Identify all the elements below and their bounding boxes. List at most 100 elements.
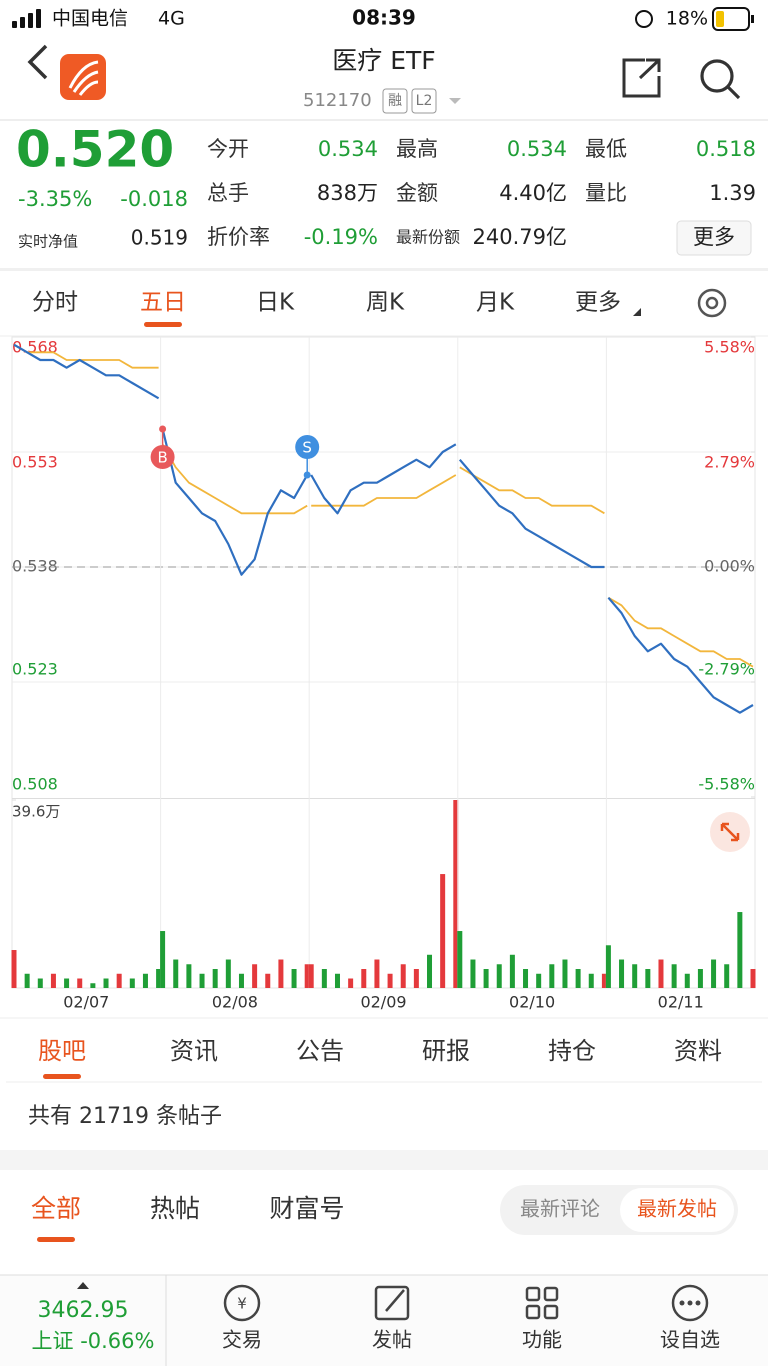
logo-mark — [68, 60, 99, 96]
field-label: 量比 — [585, 181, 627, 205]
price-line — [310, 443, 457, 515]
volume-bar — [588, 973, 594, 988]
volume-bar — [658, 959, 664, 988]
feed-tab[interactable]: 研报 — [422, 1037, 470, 1065]
feed-tab[interactable]: 公告 — [296, 1037, 344, 1065]
post-count: 共有 21719 条帖子 — [28, 1104, 222, 1129]
volume-bar — [321, 969, 327, 988]
bottom-item[interactable]: 发帖 — [372, 1328, 412, 1352]
volume-tick-label: 39.6万 — [12, 803, 60, 821]
badge — [382, 88, 408, 114]
x-tick-label: 02/07 — [63, 993, 109, 1012]
change: -0.018 — [120, 187, 188, 211]
annotation-dot — [159, 425, 167, 433]
signal-icon — [12, 9, 41, 28]
volume-bar — [142, 973, 148, 988]
bottom-icons — [223, 1284, 709, 1322]
volume-bar — [483, 969, 489, 988]
volume-bar — [129, 978, 135, 988]
field-label: 金额 — [396, 181, 438, 205]
divider — [0, 268, 768, 271]
volume-bar — [64, 978, 70, 988]
tab[interactable]: 五日 — [140, 290, 186, 316]
y2-tick-label: -2.79% — [698, 660, 755, 679]
volume-bar — [238, 973, 244, 988]
dropdown-arrow[interactable] — [449, 98, 461, 104]
volume-bar — [361, 969, 367, 988]
filter-tab[interactable]: 全部 — [31, 1194, 81, 1223]
volume-bar — [199, 973, 205, 988]
back-button[interactable] — [27, 44, 48, 80]
volume-bar — [562, 959, 568, 988]
annotation-dot — [303, 471, 311, 479]
volume-bar — [156, 969, 162, 988]
volume-bar — [265, 973, 271, 988]
volume-bar — [632, 964, 638, 988]
volume-bar — [160, 931, 166, 988]
app-logo — [60, 54, 106, 100]
average-line — [607, 596, 754, 668]
field-value: 4.40亿 — [499, 181, 567, 205]
filter-tab[interactable]: 热帖 — [150, 1194, 200, 1223]
more-button[interactable] — [676, 220, 752, 256]
volume-bar — [252, 964, 258, 988]
tab[interactable]: 周K — [366, 290, 405, 316]
expand-icon — [720, 822, 740, 842]
price-line — [458, 458, 605, 569]
tab[interactable]: 分时 — [32, 290, 78, 316]
volume-bar — [509, 954, 515, 988]
y-tick-label: 0.538 — [12, 557, 58, 576]
bottom-item[interactable]: 设自选 — [660, 1328, 720, 1352]
volume-bar — [737, 912, 743, 988]
volume-bar — [605, 945, 611, 988]
more-arrow[interactable] — [633, 308, 641, 316]
field-value: 0.518 — [696, 137, 756, 161]
share-button[interactable] — [622, 58, 661, 98]
bottom-item[interactable]: 交易 — [222, 1328, 262, 1352]
field-value: 0.534 — [507, 137, 567, 161]
y2-tick-label: -5.58% — [698, 775, 755, 794]
volume-bar — [186, 964, 192, 988]
tab[interactable]: 更多 — [575, 290, 621, 316]
volume-bar — [37, 978, 43, 988]
price-line — [161, 428, 309, 576]
volume-bar — [427, 954, 433, 988]
search-button[interactable] — [700, 59, 741, 100]
feed-tab[interactable]: 股吧 — [38, 1037, 86, 1065]
volume-bar — [116, 973, 122, 988]
volume-bar — [697, 969, 703, 988]
volume-bar — [453, 800, 459, 988]
tab[interactable]: 月K — [476, 290, 515, 316]
volume-bar — [24, 973, 30, 988]
volume-bar — [11, 950, 17, 988]
feed-tab[interactable]: 持仓 — [548, 1037, 596, 1065]
volume-bar — [103, 978, 109, 988]
volume-bar — [671, 964, 677, 988]
annotation-text: B — [157, 449, 167, 467]
feed-tab[interactable]: 资料 — [674, 1037, 722, 1065]
settings-button[interactable] — [697, 288, 727, 318]
price-line — [13, 343, 160, 400]
nav: 0.519 — [131, 226, 188, 250]
volume-bar — [348, 978, 354, 988]
sort-option[interactable]: 最新评论 — [520, 1197, 600, 1221]
sort-active — [620, 1188, 734, 1232]
price-line — [607, 596, 754, 714]
x-tick-label: 02/08 — [212, 993, 258, 1012]
y-tick-label: 0.553 — [12, 453, 58, 472]
average-line — [13, 343, 159, 369]
volume-bar — [212, 969, 218, 988]
volume-bar — [645, 969, 651, 988]
more-button-text[interactable]: 更多 — [693, 225, 735, 249]
volume-bar — [496, 964, 502, 988]
battery-icon — [712, 7, 750, 31]
gap — [0, 1150, 768, 1170]
tab[interactable]: 日K — [256, 290, 295, 316]
feed-tab[interactable]: 资讯 — [170, 1037, 218, 1065]
y-tick-label: 0.523 — [12, 660, 58, 679]
network: 4G — [158, 8, 185, 30]
bottom-item[interactable]: 功能 — [522, 1328, 562, 1352]
filter-tab[interactable]: 财富号 — [269, 1194, 344, 1223]
sort-option[interactable]: 最新发帖 — [637, 1197, 717, 1221]
change-pct: -3.35% — [18, 187, 92, 211]
